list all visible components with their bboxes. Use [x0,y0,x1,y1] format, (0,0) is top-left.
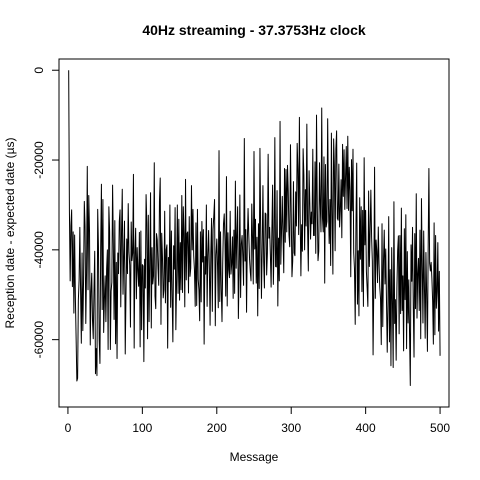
y-tick-label: -60000 [32,321,46,359]
x-tick-label: 0 [65,421,72,435]
y-axis: 0 -20000 -40000 -60000 [32,67,60,359]
y-axis-label: Reception date - expected date (µs) [3,137,17,328]
x-tick-label: 400 [356,421,376,435]
y-tick-label: -40000 [32,231,46,269]
x-tick-label: 500 [430,421,450,435]
x-axis: 0 100 200 300 400 500 [65,406,450,435]
x-axis-label: Message [230,450,279,464]
x-tick-label: 100 [132,421,152,435]
x-tick-label: 200 [207,421,227,435]
x-tick-label: 300 [281,421,301,435]
series-line [68,70,441,386]
series-group [68,70,441,386]
y-tick-label: 0 [32,67,46,74]
y-tick-label: -20000 [32,141,46,179]
chart-title: 40Hz streaming - 37.3753Hz clock [142,22,366,38]
